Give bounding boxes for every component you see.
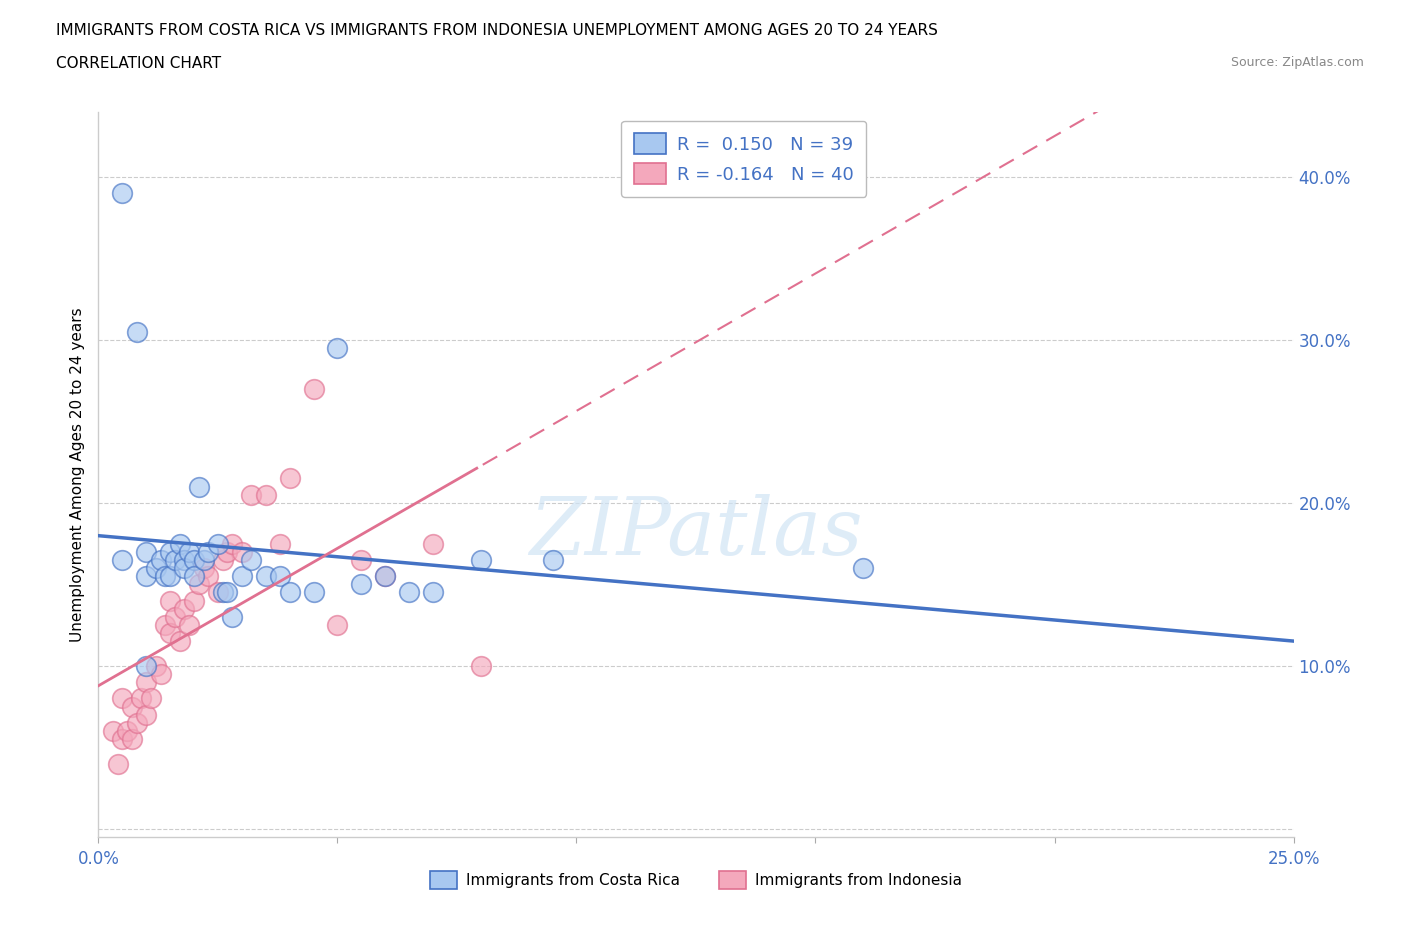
Point xyxy=(111,186,134,201)
Point xyxy=(159,626,181,641)
Point xyxy=(211,585,233,600)
Point xyxy=(169,536,191,551)
Point xyxy=(107,756,129,771)
Point xyxy=(207,585,229,600)
Point xyxy=(149,552,172,567)
Point xyxy=(254,487,277,502)
Point xyxy=(163,552,186,567)
Point xyxy=(231,569,253,584)
Point xyxy=(183,593,205,608)
Point xyxy=(350,577,373,591)
Point xyxy=(211,552,233,567)
Point xyxy=(326,618,349,632)
Point xyxy=(240,552,263,567)
Point xyxy=(350,552,373,567)
Point xyxy=(125,325,148,339)
Point xyxy=(278,471,301,485)
Point xyxy=(115,724,138,738)
Point xyxy=(163,609,186,624)
Point xyxy=(207,536,229,551)
Point xyxy=(470,552,492,567)
Point xyxy=(269,536,291,551)
Point xyxy=(541,552,564,567)
Point xyxy=(179,618,201,632)
Point xyxy=(135,708,157,723)
Point xyxy=(326,340,349,355)
Point xyxy=(111,552,134,567)
Legend: Immigrants from Costa Rica, Immigrants from Indonesia: Immigrants from Costa Rica, Immigrants f… xyxy=(423,865,969,895)
Point xyxy=(145,658,167,673)
Point xyxy=(278,585,301,600)
Point xyxy=(302,585,325,600)
Point xyxy=(187,577,209,591)
Text: Source: ZipAtlas.com: Source: ZipAtlas.com xyxy=(1230,56,1364,69)
Point xyxy=(145,561,167,576)
Point xyxy=(422,536,444,551)
Text: CORRELATION CHART: CORRELATION CHART xyxy=(56,56,221,71)
Point xyxy=(217,544,239,559)
Point xyxy=(125,715,148,730)
Point xyxy=(135,658,157,673)
Point xyxy=(217,585,239,600)
Point xyxy=(221,536,243,551)
Point xyxy=(254,569,277,584)
Point xyxy=(173,561,195,576)
Point xyxy=(221,609,243,624)
Point xyxy=(101,724,124,738)
Point xyxy=(155,618,177,632)
Point xyxy=(231,544,253,559)
Point xyxy=(169,634,191,649)
Point xyxy=(187,479,209,494)
Point xyxy=(422,585,444,600)
Point xyxy=(121,732,143,747)
Point xyxy=(197,569,219,584)
Point xyxy=(135,674,157,689)
Point xyxy=(470,658,492,673)
Text: IMMIGRANTS FROM COSTA RICA VS IMMIGRANTS FROM INDONESIA UNEMPLOYMENT AMONG AGES : IMMIGRANTS FROM COSTA RICA VS IMMIGRANTS… xyxy=(56,23,938,38)
Point xyxy=(197,544,219,559)
Y-axis label: Unemployment Among Ages 20 to 24 years: Unemployment Among Ages 20 to 24 years xyxy=(70,307,86,642)
Point xyxy=(269,569,291,584)
Point xyxy=(139,691,162,706)
Point xyxy=(852,561,875,576)
Point xyxy=(173,602,195,617)
Point xyxy=(121,699,143,714)
Point xyxy=(193,552,215,567)
Point xyxy=(173,552,195,567)
Point xyxy=(131,691,153,706)
Point xyxy=(155,569,177,584)
Point xyxy=(179,544,201,559)
Point xyxy=(183,552,205,567)
Point xyxy=(183,569,205,584)
Point xyxy=(111,732,134,747)
Point xyxy=(135,544,157,559)
Point xyxy=(111,691,134,706)
Text: ZIPatlas: ZIPatlas xyxy=(529,494,863,571)
Point xyxy=(302,381,325,396)
Point xyxy=(159,544,181,559)
Point xyxy=(240,487,263,502)
Point xyxy=(398,585,420,600)
Point xyxy=(149,667,172,682)
Point xyxy=(374,569,396,584)
Point xyxy=(193,561,215,576)
Point xyxy=(135,569,157,584)
Point xyxy=(159,593,181,608)
Point xyxy=(374,569,396,584)
Point xyxy=(159,569,181,584)
